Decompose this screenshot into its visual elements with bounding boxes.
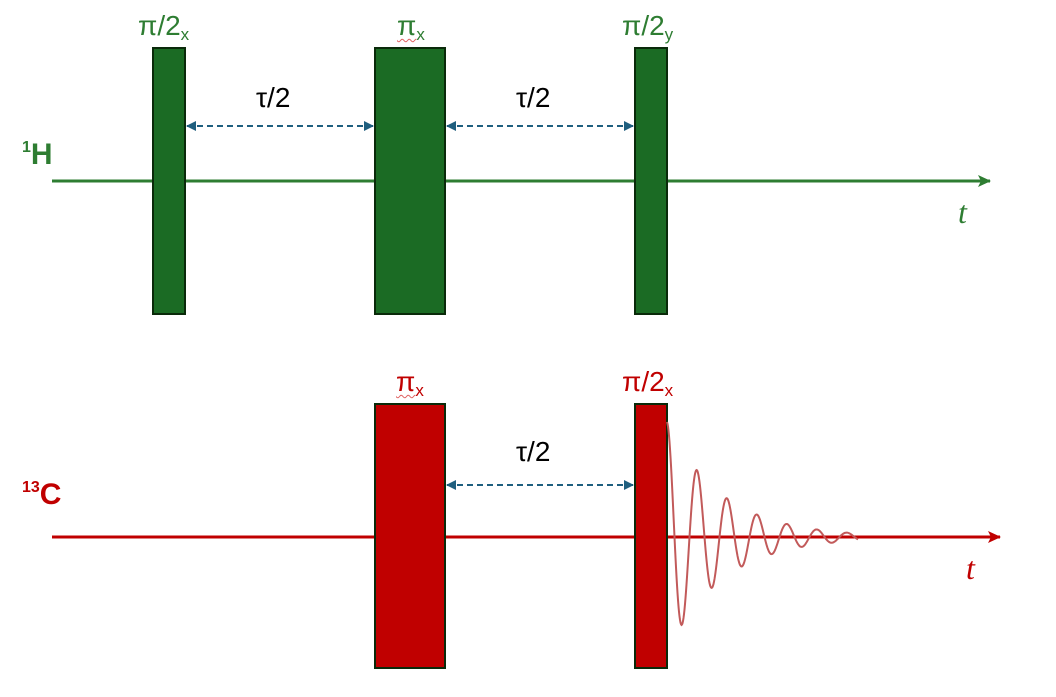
proton-pulse-1 [152, 47, 186, 315]
carbon-time-axis-label: t [966, 550, 975, 586]
proton-pulse-3-label: π/2y [622, 10, 674, 44]
proton-delay-2-label: τ/2 [516, 82, 551, 113]
proton-pulse-2 [374, 47, 446, 315]
carbon-pulse-1-label: πx [396, 366, 424, 400]
carbon-pulse-2 [634, 403, 668, 669]
proton-pulse-1-label: π/2x [138, 10, 190, 44]
proton-time-axis-label: t [958, 194, 967, 230]
proton-pulse-2-label: πx [397, 10, 425, 44]
fid-icon [666, 421, 859, 627]
carbon-pulse-2-label: π/2x [622, 366, 674, 400]
carbon-pulse-1 [374, 403, 446, 669]
carbon-delay-1-label: τ/2 [516, 436, 551, 467]
carbon-channel-label: 13C [22, 478, 62, 511]
proton-delay-1-label: τ/2 [256, 82, 291, 113]
proton-pulse-3 [634, 47, 668, 315]
proton-channel-label: 1H [22, 138, 53, 171]
